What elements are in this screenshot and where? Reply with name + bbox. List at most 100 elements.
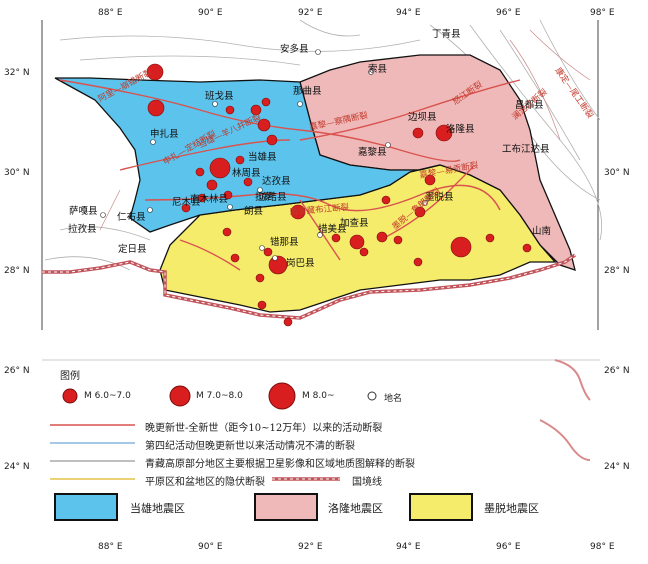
quake-m6: [263, 247, 273, 257]
legend-zone2-swatch: [254, 493, 318, 521]
legend-zone1-label: 当雄地震区: [130, 502, 185, 515]
town-label: 拉孜县: [68, 223, 97, 235]
lat-left-30: 30° N: [4, 168, 30, 178]
town-label: 萨嘎县: [69, 206, 98, 217]
town-label: 岗巴县: [286, 258, 315, 269]
legend-fault2-label: 第四纪活动但晚更新世以来活动情况不清的断裂: [145, 441, 355, 452]
quake-m6: [195, 167, 205, 177]
map-fragment: [539, 419, 591, 461]
town-label: 林周县: [232, 167, 261, 179]
quake-m7: [268, 255, 288, 275]
lon-top-1: 88° E: [98, 8, 123, 18]
town-label: 丁青县: [432, 28, 461, 40]
quake-m6: [283, 317, 293, 327]
lon-top-3: 92° E: [298, 8, 323, 18]
town-label: 墨脱县: [425, 191, 454, 203]
town-label: 加查县: [340, 217, 369, 229]
legend-zone1-swatch: [54, 493, 118, 521]
quake-m6: [522, 243, 532, 253]
quake-m6: [230, 253, 240, 263]
quake-m7: [290, 204, 306, 220]
town-label: 那曲县: [293, 86, 322, 97]
town-label: 班戈县: [205, 90, 234, 102]
legend-zone3-label: 墨脱地震区: [484, 502, 539, 515]
town-label: 边坝县: [408, 112, 437, 123]
quake-m6: [376, 231, 388, 243]
town-label: 错那县: [270, 236, 299, 248]
lat-left-32: 32° N: [4, 68, 30, 78]
quake-m7: [435, 124, 453, 142]
quake-m6: [393, 235, 403, 245]
town-label: 南木林县: [190, 193, 228, 205]
quake-m6: [359, 247, 369, 257]
quake-m6: [485, 233, 495, 243]
quake-m6: [412, 127, 424, 139]
earthquake-epicenters: [146, 63, 532, 327]
quake-m6: [257, 118, 271, 132]
town-labels: 安多县 索县 丁青县 昌都县 边坝县 洛隆县 班戈县 那曲县 申扎县 嘉黎县 当…: [68, 28, 551, 269]
quake-m7: [147, 99, 165, 117]
town-label: 安多县: [280, 43, 309, 55]
legend-m8-symbol: [268, 382, 296, 410]
quake-m6: [235, 155, 245, 165]
lon-top-5: 96° E: [496, 8, 521, 18]
legend-zone2-label: 洛隆地震区: [328, 502, 383, 515]
national-border: [42, 253, 577, 320]
town-label: 定日县: [118, 243, 147, 255]
town-label: 琼结县: [258, 191, 287, 203]
town-label: 尼木县: [172, 196, 201, 208]
lon-bottom-2: 90° E: [198, 542, 223, 552]
zone-dangxiong: [54, 77, 441, 233]
legend-town-symbol: [367, 391, 377, 401]
quake-m7: [146, 63, 164, 81]
lat-left-28: 28° N: [4, 266, 30, 276]
quake-m6: [424, 174, 436, 186]
lon-top-6: 98° E: [590, 8, 615, 18]
town-label: 申扎县: [150, 128, 179, 140]
lon-bottom-5: 96° E: [496, 542, 521, 552]
quake-m6: [181, 203, 191, 213]
quake-m7: [349, 234, 365, 250]
legend-zone3-swatch: [409, 493, 473, 521]
fault-label: 雅鲁藏布江断裂: [289, 202, 350, 218]
lat-right-26: 26° N: [604, 366, 630, 376]
town-label: 山南: [532, 225, 551, 237]
quake-m6: [197, 193, 207, 203]
town-label: 措美县: [318, 223, 347, 235]
town-label: 拉萨: [255, 191, 275, 203]
quake-m6: [223, 190, 233, 200]
legend-m8-label: M 8.0~: [302, 391, 335, 401]
lat-left-24: 24° N: [4, 462, 30, 472]
town-label: 朗县: [244, 205, 263, 217]
town-label: 昌都县: [515, 100, 544, 111]
quake-m6: [266, 134, 278, 146]
legend-m6-symbol: [62, 388, 78, 404]
lon-bottom-1: 88° E: [98, 542, 123, 552]
legend-m7-label: M 7.0~8.0: [196, 391, 243, 401]
quake-m6: [222, 227, 232, 237]
lon-top-2: 90° E: [198, 8, 223, 18]
quake-m8: [209, 157, 231, 179]
town-label: 仁布县: [117, 211, 146, 223]
quake-m6: [250, 104, 262, 116]
quake-m8: [450, 236, 472, 258]
background-faults: [99, 29, 591, 231]
legend-fault4-label: 平原区和盆地区的隐伏断裂: [145, 477, 265, 488]
legend-fault3-label: 青藏高原部分地区主要根据卫星影像和区域地质图解释的断裂: [145, 459, 415, 470]
lat-right-28: 28° N: [604, 266, 630, 276]
lon-top-4: 94° E: [396, 8, 421, 18]
quake-m6: [261, 97, 271, 107]
town-label: 嘉黎县: [358, 146, 387, 158]
quake-m6: [381, 195, 391, 205]
quake-m6: [206, 179, 218, 191]
town-label: 达孜县: [262, 175, 291, 187]
quake-m6: [225, 105, 235, 115]
quake-m6: [331, 233, 341, 243]
quake-m6: [257, 300, 267, 310]
lon-bottom-6: 98° E: [590, 542, 615, 552]
town-label: 洛隆县: [446, 123, 475, 135]
quake-m6: [414, 206, 426, 218]
lon-bottom-3: 92° E: [298, 542, 323, 552]
